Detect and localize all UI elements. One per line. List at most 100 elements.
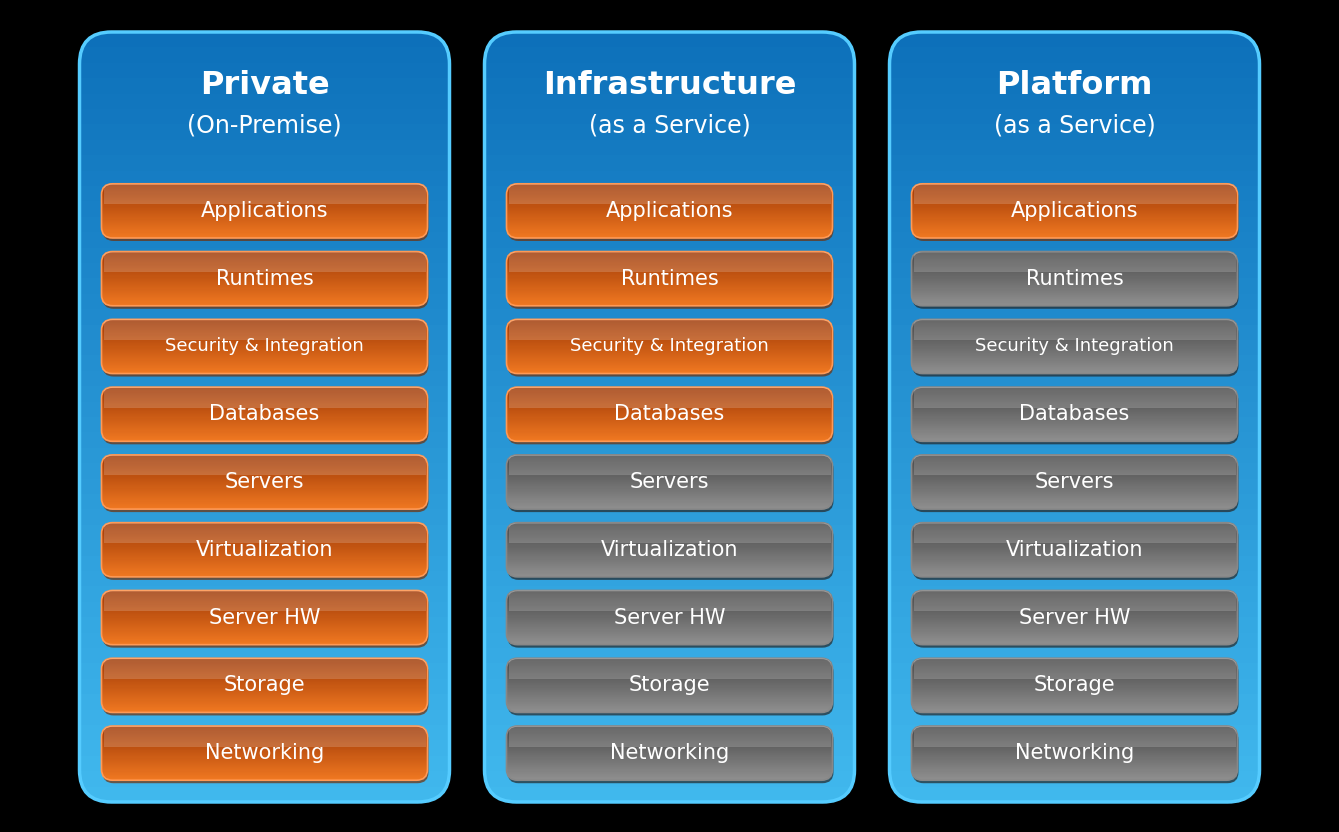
- Bar: [506, 595, 833, 597]
- Bar: [102, 773, 427, 775]
- Text: Servers: Servers: [1035, 472, 1114, 492]
- Bar: [102, 661, 427, 664]
- Bar: [102, 671, 427, 672]
- Bar: [912, 560, 1237, 562]
- FancyBboxPatch shape: [507, 661, 833, 716]
- Bar: [912, 253, 1237, 255]
- Bar: [506, 433, 833, 435]
- Bar: [102, 198, 427, 200]
- Bar: [506, 236, 833, 238]
- Bar: [506, 412, 833, 414]
- Bar: [485, 385, 854, 402]
- Bar: [912, 705, 1237, 707]
- Bar: [102, 693, 427, 695]
- Bar: [912, 415, 1237, 418]
- Bar: [102, 261, 427, 264]
- Bar: [102, 596, 427, 598]
- Bar: [509, 726, 830, 746]
- Bar: [102, 403, 427, 404]
- Bar: [912, 285, 1237, 286]
- Bar: [102, 727, 427, 730]
- Bar: [912, 185, 1237, 187]
- Bar: [506, 414, 833, 415]
- Bar: [912, 188, 1237, 191]
- Bar: [102, 755, 427, 756]
- Bar: [912, 667, 1237, 669]
- Bar: [102, 612, 427, 614]
- Bar: [102, 499, 427, 502]
- Bar: [912, 485, 1237, 488]
- Bar: [506, 213, 833, 215]
- Bar: [912, 209, 1237, 210]
- Bar: [912, 217, 1237, 220]
- Bar: [889, 693, 1260, 710]
- Bar: [889, 215, 1260, 232]
- Bar: [912, 393, 1237, 394]
- FancyBboxPatch shape: [912, 255, 1239, 309]
- Bar: [509, 251, 830, 272]
- Bar: [506, 320, 833, 323]
- Bar: [506, 283, 833, 285]
- Bar: [506, 323, 833, 324]
- Bar: [506, 301, 833, 304]
- Bar: [509, 319, 830, 340]
- Bar: [912, 538, 1237, 540]
- Bar: [506, 608, 833, 610]
- Bar: [102, 230, 427, 231]
- Bar: [102, 257, 427, 259]
- Bar: [506, 739, 833, 741]
- Bar: [912, 369, 1237, 371]
- Bar: [102, 483, 427, 485]
- Bar: [912, 465, 1237, 467]
- Bar: [485, 463, 854, 478]
- Bar: [506, 689, 833, 691]
- Bar: [912, 211, 1237, 213]
- Bar: [912, 235, 1237, 237]
- Bar: [889, 647, 1260, 663]
- Text: Server HW: Server HW: [613, 607, 726, 627]
- Bar: [102, 421, 427, 423]
- Bar: [912, 642, 1237, 645]
- Bar: [506, 533, 833, 536]
- Bar: [102, 290, 427, 292]
- Bar: [506, 352, 833, 354]
- Bar: [102, 708, 427, 711]
- Bar: [912, 183, 1237, 185]
- Bar: [102, 356, 427, 359]
- Bar: [102, 251, 427, 254]
- Text: Storage: Storage: [629, 676, 710, 696]
- Bar: [102, 196, 427, 198]
- Bar: [506, 697, 833, 700]
- Bar: [506, 777, 833, 779]
- Bar: [912, 355, 1237, 357]
- Bar: [102, 679, 427, 681]
- Bar: [102, 281, 427, 283]
- Bar: [102, 766, 427, 768]
- Bar: [506, 192, 833, 195]
- Bar: [506, 279, 833, 281]
- Bar: [912, 571, 1237, 572]
- Bar: [102, 222, 427, 224]
- Bar: [102, 755, 427, 757]
- Bar: [506, 424, 833, 426]
- Bar: [103, 251, 426, 272]
- Bar: [912, 760, 1237, 763]
- Bar: [912, 454, 1237, 456]
- Bar: [506, 671, 833, 673]
- Bar: [506, 617, 833, 619]
- Bar: [912, 323, 1237, 324]
- Bar: [912, 669, 1237, 671]
- Bar: [912, 265, 1237, 268]
- Bar: [506, 682, 833, 684]
- Bar: [912, 621, 1237, 623]
- Bar: [102, 557, 427, 558]
- Bar: [102, 468, 427, 470]
- Bar: [912, 293, 1237, 295]
- Bar: [102, 563, 427, 565]
- Bar: [102, 631, 427, 634]
- Bar: [912, 490, 1237, 492]
- Bar: [102, 622, 427, 624]
- Bar: [485, 108, 854, 125]
- Bar: [912, 496, 1237, 498]
- Bar: [102, 296, 427, 298]
